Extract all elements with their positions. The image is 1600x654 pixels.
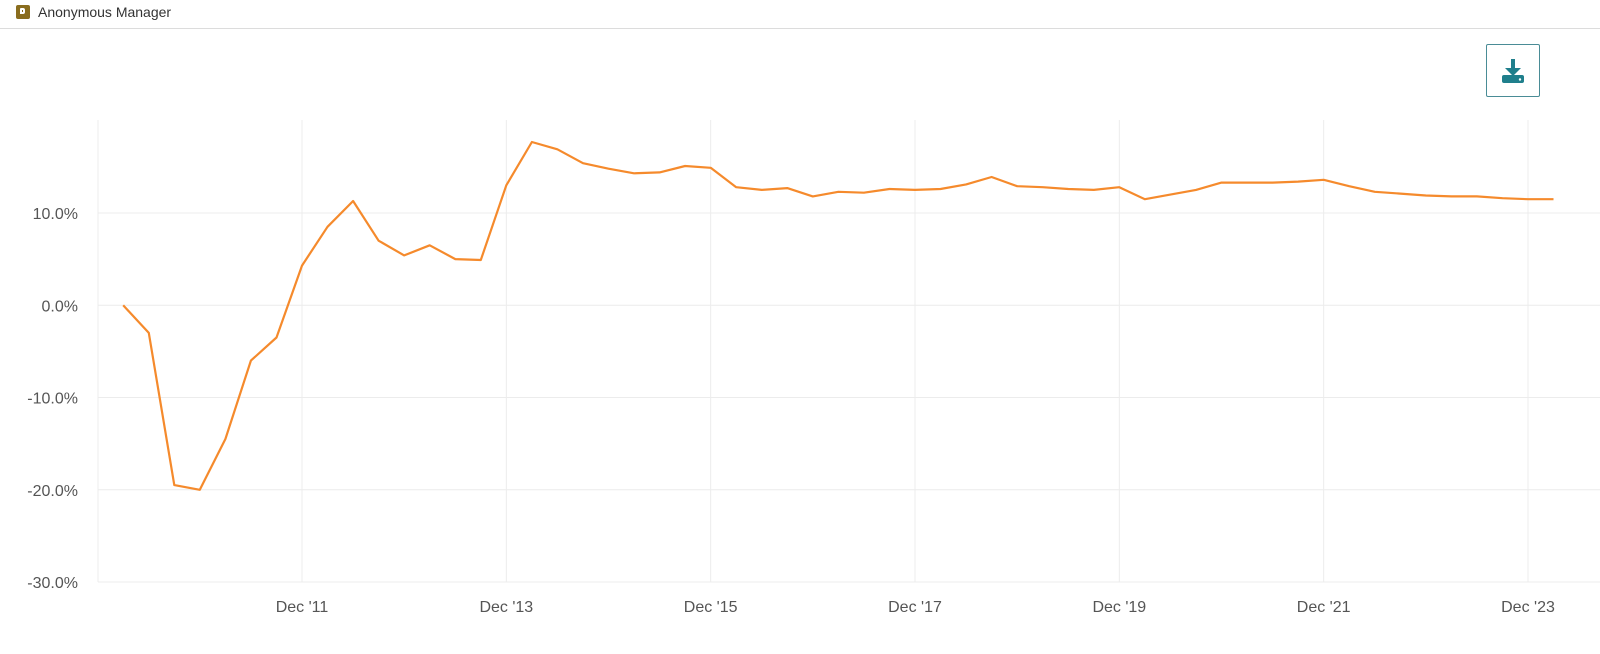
y-tick-label: 0.0%	[42, 298, 78, 315]
x-tick-label: Dec '19	[1092, 599, 1146, 616]
x-tick-label: Dec '15	[684, 599, 738, 616]
download-button[interactable]	[1486, 44, 1540, 97]
app-logo-icon	[16, 5, 30, 19]
grid-lines	[97, 120, 1600, 583]
y-tick-label: -10.0%	[27, 391, 78, 408]
x-tick-label: Dec '21	[1297, 599, 1351, 616]
x-axis-ticks: Dec '11 Dec '13 Dec '15 Dec '17 Dec '19 Dec '…	[276, 599, 1555, 616]
header-bar: Anonymous Manager	[0, 0, 1600, 29]
y-tick-label: -30.0%	[27, 575, 78, 592]
series-layer	[122, 140, 1554, 491]
download-icon	[1502, 59, 1524, 83]
y-axis-ticks: 10.0% 0.0% -10.0% -20.0% -30.0%	[27, 206, 78, 592]
series-line	[122, 140, 1554, 491]
x-tick-label: Dec '13	[479, 599, 533, 616]
manager-title: Anonymous Manager	[38, 4, 172, 20]
x-tick-label: Dec '17	[888, 599, 942, 616]
y-tick-label: -20.0%	[27, 483, 78, 500]
x-tick-label: Dec '11	[276, 599, 329, 616]
x-tick-label: Dec '23	[1501, 599, 1555, 616]
y-tick-label: 10.0%	[33, 206, 78, 223]
